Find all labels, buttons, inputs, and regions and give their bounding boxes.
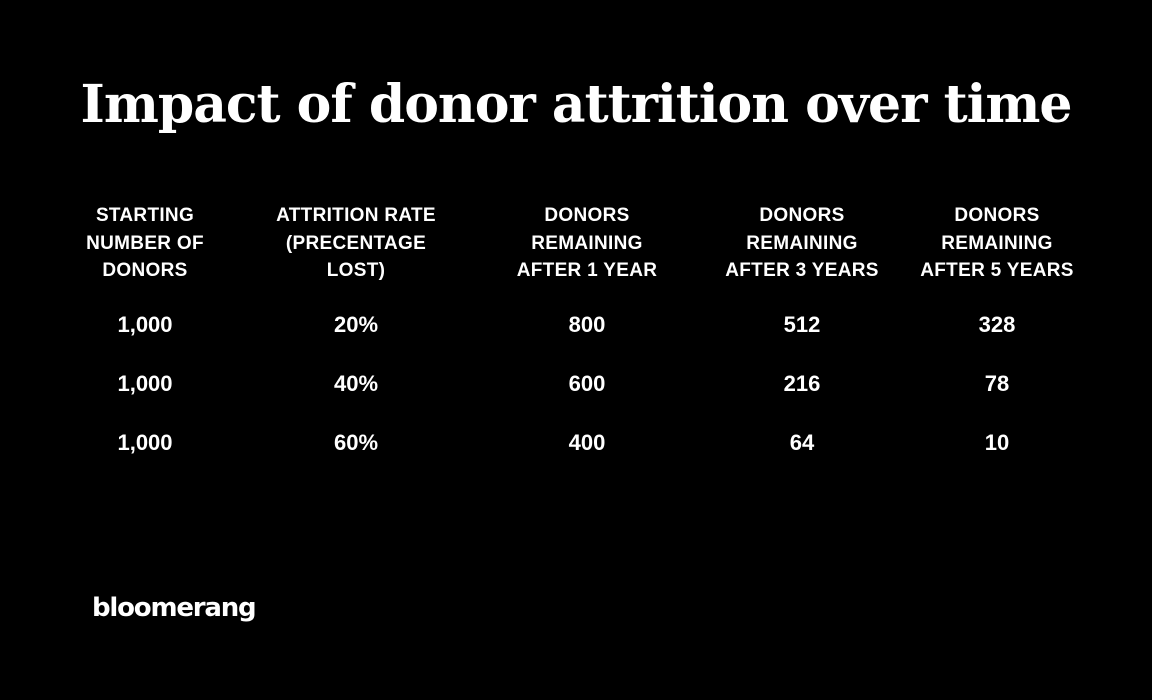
- table-row: 1,000 40% 600 216 78: [0, 364, 1152, 404]
- header-attrition-rate: ATTRITION RATE (PRECENTAGE LOST): [276, 205, 436, 281]
- cell-starting-donors: 1,000: [117, 371, 173, 396]
- header-remaining-5-years: DONORS REMAINING AFTER 5 YEARS: [920, 205, 1074, 281]
- cell-attrition-rate: 60%: [333, 430, 379, 455]
- cell-remaining-1-year: 600: [568, 371, 606, 396]
- cell-remaining-1-year: 800: [568, 312, 606, 337]
- cell-starting-donors: 1,000: [117, 430, 173, 455]
- table-row: 1,000 20% 800 512 328: [0, 305, 1152, 345]
- bloomerang-logo: bloomerang: [92, 593, 257, 623]
- header-starting-donors: STARTING NUMBER OF DONORS: [86, 205, 204, 281]
- cell-remaining-3-years: 64: [789, 430, 815, 455]
- header-remaining-1-year: DONORS REMAINING AFTER 1 YEAR: [516, 205, 658, 281]
- header-remaining-3-years: DONORS REMAINING AFTER 3 YEARS: [725, 205, 879, 281]
- cell-remaining-5-years: 78: [984, 371, 1010, 396]
- cell-remaining-5-years: 328: [978, 312, 1016, 337]
- table-header-row: STARTING NUMBER OF DONORS ATTRITION RATE…: [0, 202, 1152, 292]
- page-title: Impact of donor attrition over time: [80, 74, 1073, 135]
- table-row: 1,000 60% 400 64 10: [0, 423, 1152, 463]
- cell-starting-donors: 1,000: [117, 312, 173, 337]
- cell-remaining-3-years: 512: [783, 312, 821, 337]
- cell-remaining-3-years: 216: [783, 371, 821, 396]
- cell-remaining-5-years: 10: [984, 430, 1010, 455]
- cell-attrition-rate: 40%: [333, 371, 379, 396]
- cell-attrition-rate: 20%: [333, 312, 379, 337]
- cell-remaining-1-year: 400: [568, 430, 606, 455]
